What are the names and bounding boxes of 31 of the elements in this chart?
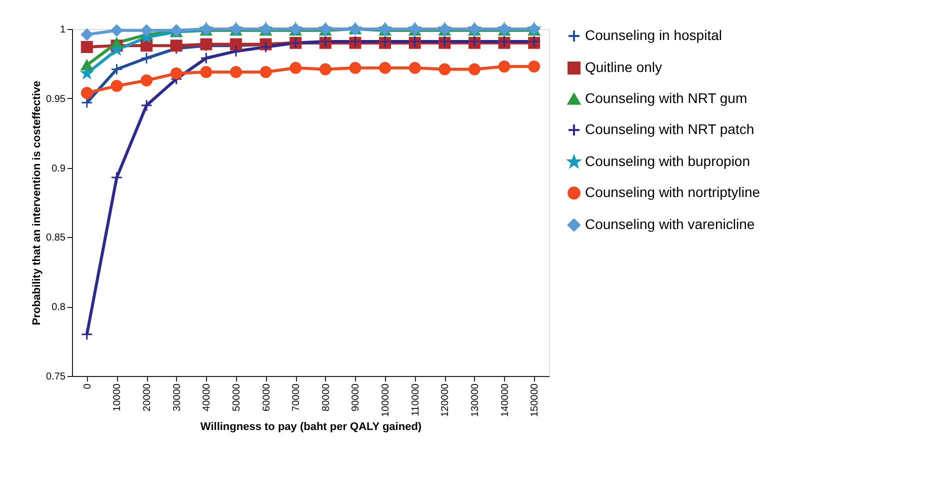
- legend-label: Counseling with NRT patch: [585, 121, 754, 137]
- y-tick-label: 1: [60, 24, 66, 36]
- x-tick-label: 90000: [350, 383, 362, 412]
- x-tick-label: 20000: [142, 383, 154, 412]
- x-tick-label: 50000: [231, 383, 242, 412]
- y-tick-label: 0.95: [46, 94, 66, 105]
- x-tick-label: 30000: [172, 383, 183, 412]
- x-tick-label: 100000: [380, 383, 392, 417]
- x-tick-label: 110000: [410, 383, 422, 416]
- y-axis-title: Probability that an intervention is costeffective: [31, 80, 44, 326]
- x-tick-label: 150000: [530, 383, 541, 417]
- x-axis-title: Willingness to pay (baht per QALY gained): [200, 420, 422, 433]
- y-tick-label: 0.75: [46, 372, 66, 382]
- x-tick-label: 10000: [112, 383, 124, 412]
- x-tick-label: 40000: [202, 383, 213, 412]
- legend-label: Counseling with varenicline: [585, 216, 755, 232]
- x-tick-label: 70000: [291, 383, 302, 412]
- y-tick-label: 0.85: [46, 232, 66, 244]
- legend-label: Counseling with bupropion: [585, 153, 750, 169]
- legend-label: Counseling in hospital: [585, 27, 722, 43]
- x-tick-label: 60000: [261, 383, 272, 412]
- legend-label: Counseling with nortriptyline: [585, 184, 760, 200]
- x-tick-label: 140000: [500, 383, 511, 417]
- legend-label: Quitline only: [585, 59, 662, 75]
- x-tick-label: 80000: [320, 383, 332, 412]
- y-tick-label: 0.8: [52, 302, 66, 314]
- y-tick-label: 0.9: [52, 163, 66, 174]
- x-tick-label: 0: [82, 383, 94, 390]
- x-tick-label: 130000: [470, 383, 481, 417]
- x-tick-label: 120000: [440, 383, 452, 417]
- legend-label: Counseling with NRT gum: [585, 90, 748, 106]
